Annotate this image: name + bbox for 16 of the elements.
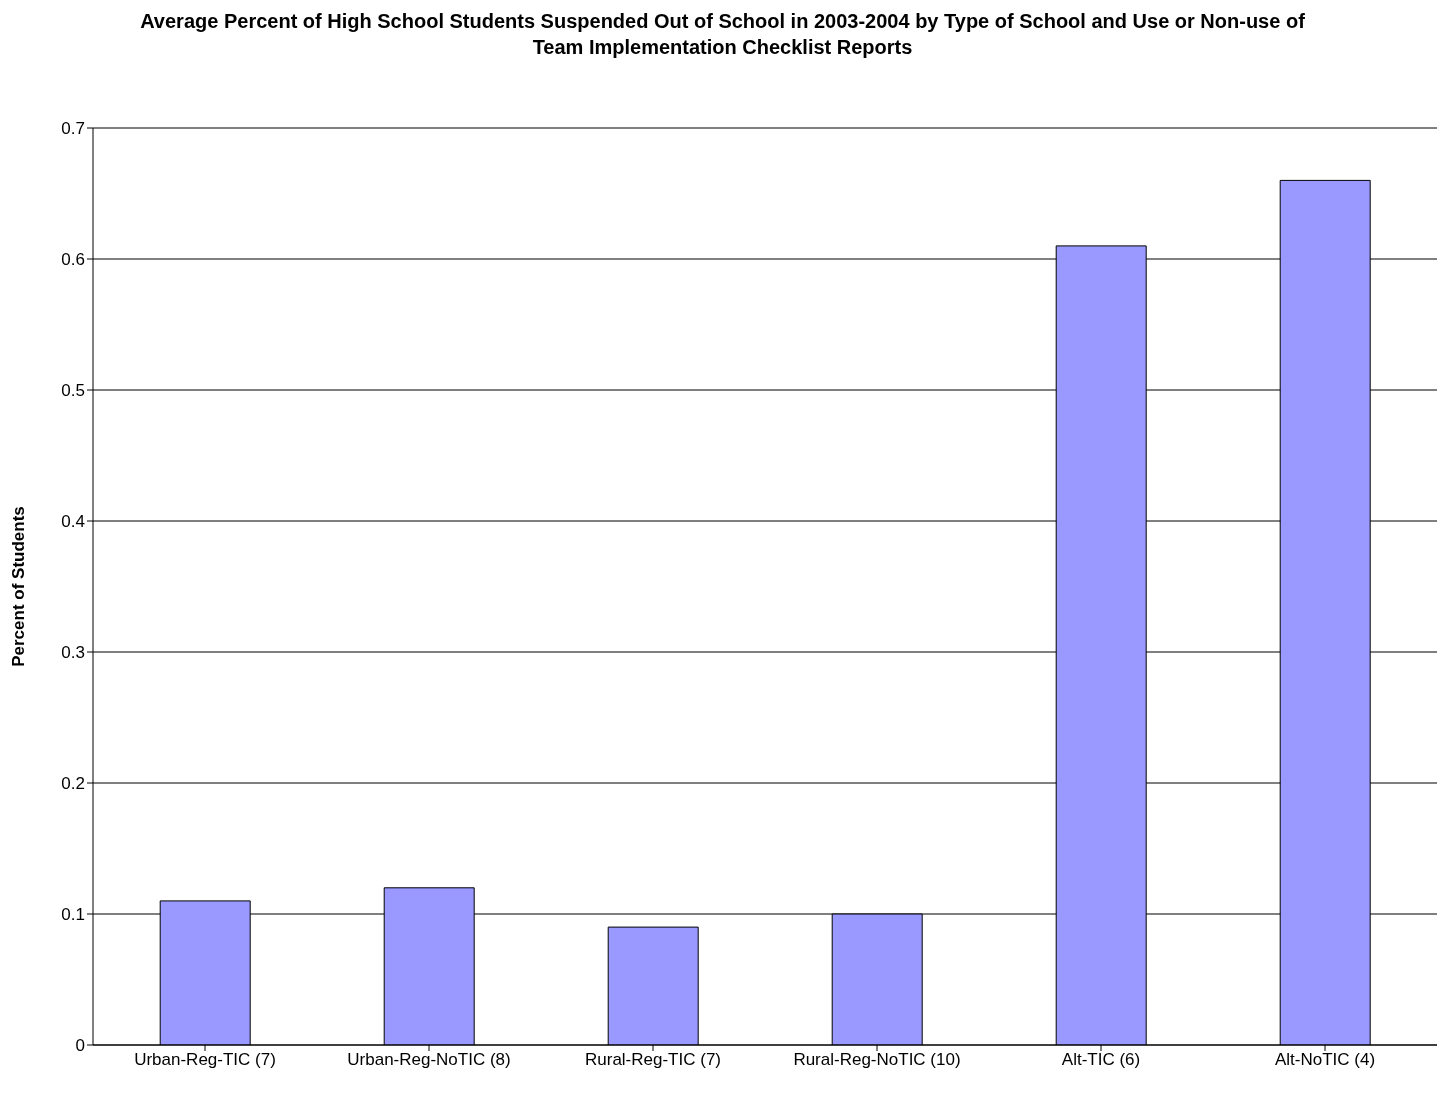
x-tick-label: Urban-Reg-NoTIC (8) — [347, 1050, 511, 1070]
y-tick-label: 0.5 — [61, 381, 85, 401]
x-tick-label: Alt-NoTIC (4) — [1274, 1050, 1376, 1070]
x-tick-label: Urban-Reg-TIC (7) — [134, 1050, 276, 1070]
y-tick-label: 0.2 — [61, 774, 85, 794]
x-tick-label: Rural-Reg-TIC (7) — [584, 1050, 722, 1070]
y-tick-label: 0 — [75, 1036, 85, 1056]
x-tick-label: Alt-TIC (6) — [1061, 1050, 1141, 1070]
y-axis-title: Percent of Students — [9, 506, 29, 667]
y-tick-label: 0.4 — [61, 512, 85, 532]
y-tick-label: 0.1 — [61, 905, 85, 925]
x-tick-label: Rural-Reg-NoTIC (10) — [793, 1050, 961, 1070]
y-tick-label: 0.6 — [61, 250, 85, 270]
chart-title: Average Percent of High School Students Suspended Out of School in 2003-2004 by Type of School and Use or Non-use of Team Implementation Checklist Reports — [139, 9, 1306, 60]
y-tick-label: 0.7 — [61, 119, 85, 139]
y-tick-label: 0.3 — [61, 643, 85, 663]
